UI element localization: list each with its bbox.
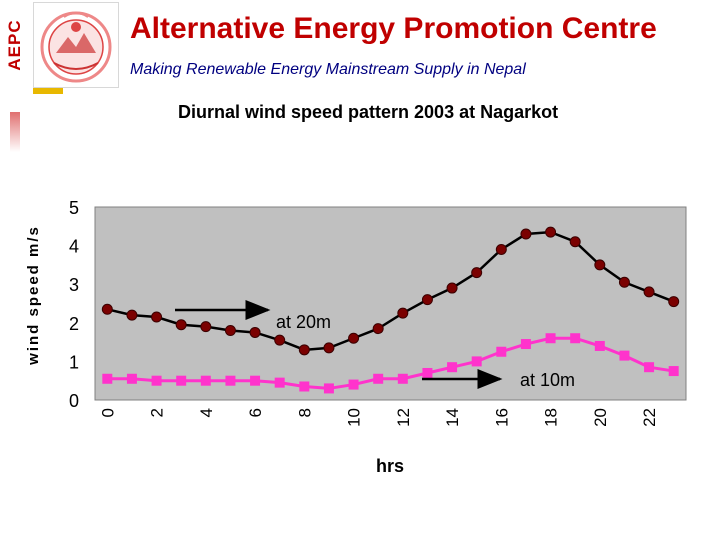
data-point-10m xyxy=(644,362,655,373)
data-point-10m xyxy=(299,381,310,392)
x-tick-label: 6 xyxy=(246,408,265,417)
data-point-20m xyxy=(348,332,360,344)
data-point-20m xyxy=(249,326,261,338)
data-point-20m xyxy=(151,311,163,323)
data-point-20m xyxy=(569,236,581,248)
y-axis-label: wind speed m/s xyxy=(25,225,42,366)
data-point-10m xyxy=(471,356,482,367)
x-tick-label: 12 xyxy=(394,408,413,427)
x-tick-label: 8 xyxy=(295,408,314,417)
data-point-20m xyxy=(224,325,236,337)
data-point-10m xyxy=(447,362,458,373)
x-axis-label: hrs xyxy=(376,456,404,476)
data-point-10m xyxy=(545,333,556,344)
y-axis-ticks: 0 1 2 3 4 5 xyxy=(69,198,79,411)
data-point-20m xyxy=(618,276,630,288)
x-tick-label: 2 xyxy=(148,408,167,417)
data-point-20m xyxy=(372,323,384,335)
x-tick-label: 20 xyxy=(591,408,610,427)
data-point-10m xyxy=(225,375,236,386)
wind-speed-chart: Diurnal wind speed pattern 2003 at Nagar… xyxy=(25,102,687,476)
data-point-10m xyxy=(126,373,137,384)
data-point-10m xyxy=(668,366,679,377)
data-point-20m xyxy=(643,286,655,298)
page-subtitle: Making Renewable Energy Mainstream Suppl… xyxy=(130,61,526,78)
data-point-10m xyxy=(151,375,162,386)
series-markers xyxy=(101,226,680,394)
plot-area xyxy=(94,206,687,401)
data-point-10m xyxy=(250,375,261,386)
aepc-logo xyxy=(33,2,119,88)
data-point-20m xyxy=(421,294,433,306)
data-point-10m xyxy=(348,379,359,390)
data-point-10m xyxy=(570,333,581,344)
data-point-20m xyxy=(594,259,606,271)
data-point-10m xyxy=(102,373,113,384)
aepc-text: AEPC xyxy=(5,19,24,71)
aepc-side-label: AEPC xyxy=(0,0,30,90)
data-point-10m xyxy=(619,350,630,361)
data-point-10m xyxy=(200,375,211,386)
data-point-20m xyxy=(274,334,286,346)
data-point-10m xyxy=(373,373,384,384)
data-point-20m xyxy=(446,282,458,294)
y-tick-label: 4 xyxy=(69,237,79,257)
data-point-20m xyxy=(495,243,507,255)
data-point-20m xyxy=(298,344,310,356)
x-tick-label: 0 xyxy=(98,408,117,417)
annotation-20m: at 20m xyxy=(276,312,331,332)
page-title: Alternative Energy Promotion Centre xyxy=(130,12,657,45)
y-tick-label: 1 xyxy=(69,352,79,372)
data-point-20m xyxy=(471,267,483,279)
y-tick-label: 2 xyxy=(69,314,79,334)
data-point-20m xyxy=(200,321,212,333)
chart-title: Diurnal wind speed pattern 2003 at Nagar… xyxy=(178,102,558,122)
data-point-20m xyxy=(397,307,409,319)
data-point-10m xyxy=(323,383,334,394)
data-point-10m xyxy=(422,367,433,378)
data-point-20m xyxy=(323,342,335,354)
x-tick-label: 18 xyxy=(542,408,561,427)
data-point-10m xyxy=(520,339,531,350)
data-point-20m xyxy=(668,296,680,308)
y-tick-label: 5 xyxy=(69,198,79,218)
y-tick-label: 3 xyxy=(69,275,79,295)
data-point-10m xyxy=(274,377,285,388)
x-tick-label: 4 xyxy=(197,408,216,417)
data-point-20m xyxy=(520,228,532,240)
x-tick-label: 16 xyxy=(492,408,511,427)
data-point-10m xyxy=(397,373,408,384)
data-point-20m xyxy=(175,319,187,331)
x-tick-label: 22 xyxy=(640,408,659,427)
data-point-10m xyxy=(496,346,507,357)
annotation-10m: at 10m xyxy=(520,370,575,390)
header: AEPC Alternative Energy Promotion Centre… xyxy=(0,0,720,94)
decorative-bar xyxy=(33,88,63,94)
x-axis-ticks: 0 2 4 6 8 10 12 14 16 18 20 22 xyxy=(98,408,659,427)
decorative-stub xyxy=(10,112,20,152)
data-point-20m xyxy=(101,303,113,315)
data-point-20m xyxy=(126,309,138,321)
x-tick-label: 10 xyxy=(345,408,364,427)
y-tick-label: 0 xyxy=(69,391,79,411)
data-point-20m xyxy=(545,226,557,238)
data-point-10m xyxy=(176,375,187,386)
data-point-10m xyxy=(594,340,605,351)
x-tick-label: 14 xyxy=(443,408,462,427)
emblem-icon xyxy=(40,11,112,83)
